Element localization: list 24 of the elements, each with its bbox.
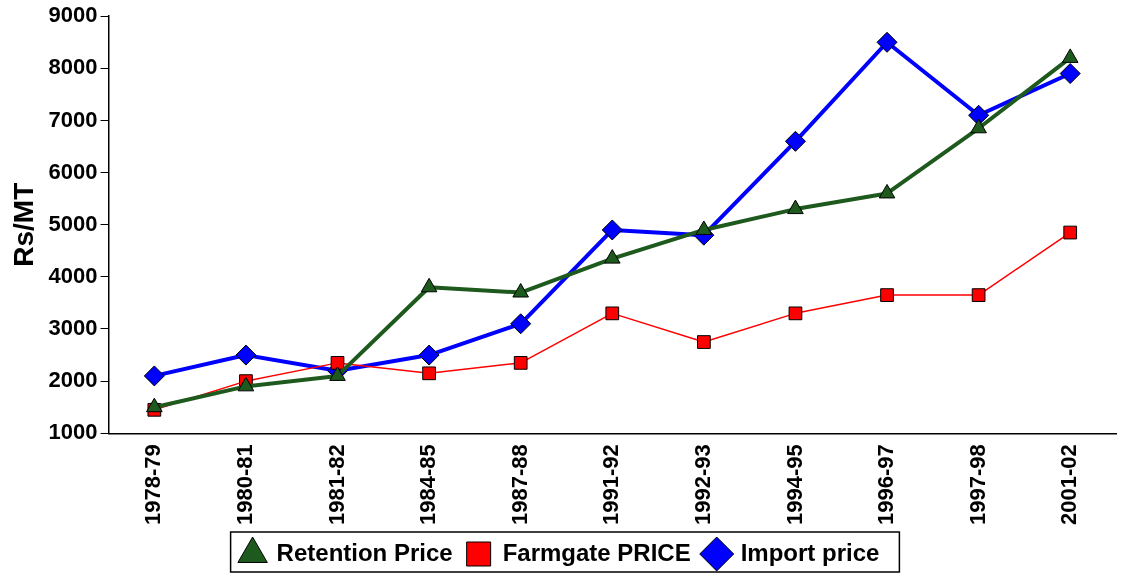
y-tick-label: 7000 bbox=[48, 106, 98, 132]
y-tick-label: 6000 bbox=[48, 158, 98, 184]
x-tick-label: 1980-81 bbox=[231, 444, 257, 526]
x-tick-label: 1981-82 bbox=[323, 444, 349, 526]
x-tick-label: 2001-02 bbox=[1056, 444, 1082, 526]
legend-label: Farmgate PRICE bbox=[502, 538, 691, 566]
x-tick-label: 1996-97 bbox=[873, 444, 899, 526]
x-tick-label: 1992-93 bbox=[689, 444, 715, 526]
x-tick-label: 1994-95 bbox=[781, 444, 807, 526]
y-tick-label: 3000 bbox=[48, 315, 98, 341]
x-tick-label: 1987-88 bbox=[506, 444, 532, 526]
y-tick-label: 5000 bbox=[48, 210, 98, 236]
x-tick-label: 1991-92 bbox=[598, 444, 624, 526]
y-tick-label: 8000 bbox=[48, 54, 98, 80]
y-tick-label: 2000 bbox=[48, 367, 98, 393]
x-tick-label: 1978-79 bbox=[140, 444, 166, 526]
x-tick-label: 1984-85 bbox=[415, 444, 441, 526]
y-tick-label: 1000 bbox=[48, 419, 98, 445]
legend-label: Import price bbox=[740, 538, 880, 566]
y-tick-label: 9000 bbox=[48, 2, 98, 28]
x-tick-label: 1997-98 bbox=[964, 444, 990, 526]
legend-label: Retention Price bbox=[276, 538, 453, 566]
y-tick-label: 4000 bbox=[48, 262, 98, 288]
y-axis-title: Rs/MT bbox=[7, 182, 39, 267]
